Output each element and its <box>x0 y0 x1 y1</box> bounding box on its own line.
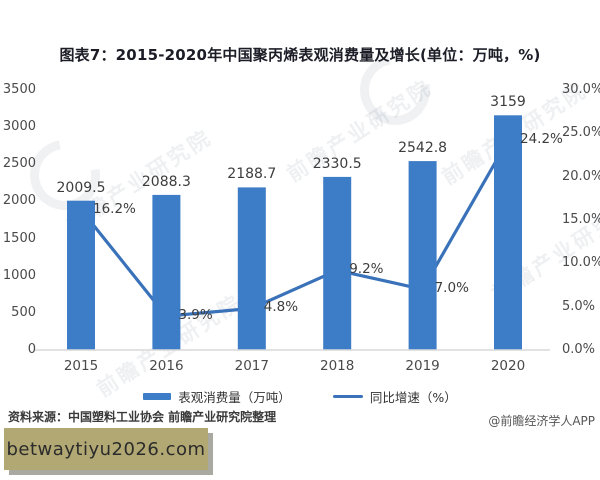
credit-note: @前瞻经济学人APP <box>488 414 595 428</box>
source-note: 资料来源：中国塑料工业协会 前瞻产业研究院整理 <box>8 410 277 424</box>
legend-label-growth: 同比增速（%） <box>369 390 457 405</box>
legend-item-growth: 同比增速（%） <box>332 387 457 406</box>
bar-series-swatch-icon <box>143 393 172 400</box>
legend: 表观消费量（万吨） 同比增速（%） <box>0 387 600 406</box>
legend-label-consumption: 表观消费量（万吨） <box>178 390 291 405</box>
chart-title: 图表7：2015-2020年中国聚丙烯表观消费量及增长(单位：万吨，%) <box>59 46 541 64</box>
legend-item-consumption: 表观消费量（万吨） <box>143 387 291 406</box>
line-series-swatch-icon <box>332 395 363 398</box>
overlay-watermark-text: betwaytiyu2026.com <box>6 438 206 460</box>
overlay-watermark-box: betwaytiyu2026.com <box>4 428 208 470</box>
